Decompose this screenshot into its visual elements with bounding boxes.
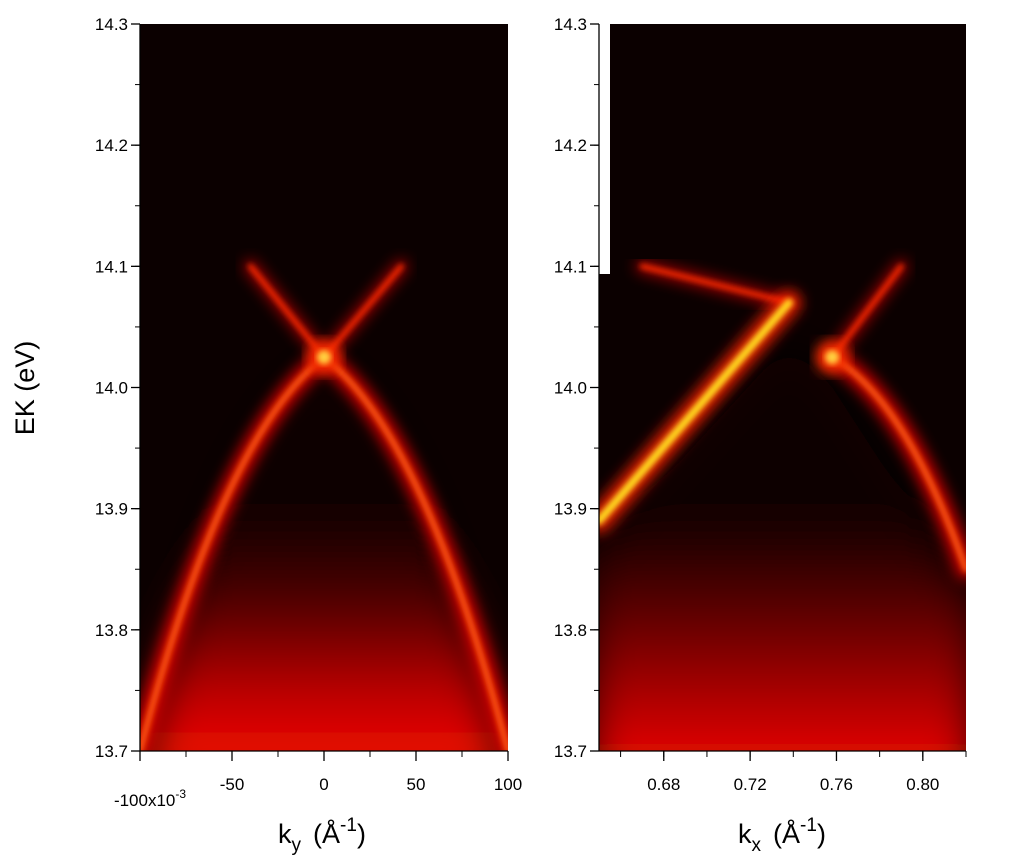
left-x-axis-title-sup: -1 — [340, 815, 357, 836]
left-x-axis: -100x10-3 -50 0 50 100 — [114, 750, 522, 810]
right-x-tick-label-3: 0.80 — [906, 775, 939, 794]
right-upper-cone-branch-0 — [829, 263, 904, 360]
right-y-tick-label-6: 14.3 — [554, 15, 587, 34]
left-y-tick-label-3: 14.0 — [95, 379, 128, 398]
left-x-axis-title-k: k — [278, 819, 292, 849]
left-y-tick-label-0: 13.7 — [95, 742, 128, 761]
right-heatmap — [599, 24, 966, 751]
right-upper-cone-branch-1 — [639, 263, 792, 306]
left-x-axis-title-sub: y — [292, 835, 302, 856]
left-x-tick-label-0: -100x10-3 — [114, 787, 186, 810]
right-x-axis: 0.68 0.72 0.76 0.80 — [599, 750, 967, 794]
left-x-tick-label-1: -50 — [220, 775, 245, 794]
right-dirac-point-0 — [825, 350, 840, 365]
left-lower-band-0 — [140, 354, 327, 751]
left-y-axis: 13.7 13.8 13.9 14.0 14.1 14.2 14.3 — [95, 15, 141, 761]
right-x-axis-title: kx (Å-1) — [738, 815, 826, 856]
left-band-interior — [144, 363, 504, 751]
right-lower-band-0 — [829, 354, 966, 573]
left-dispersion-lines — [140, 259, 508, 751]
left-y-tick-label-1: 13.8 — [95, 621, 128, 640]
right-band-interior — [599, 342, 966, 751]
right-dispersion-lines — [599, 259, 966, 580]
left-x-tick-exponent: -3 — [175, 787, 186, 801]
left-heatmap — [140, 24, 508, 751]
left-x-tick-label-4: 100 — [494, 775, 522, 794]
right-y-tick-label-0: 13.7 — [554, 742, 587, 761]
left-x-tick-label-3: 50 — [407, 775, 426, 794]
left-dirac-point-0 — [317, 350, 331, 365]
right-x-axis-title-unit: (Å — [773, 818, 800, 849]
left-y-tick-label-2: 13.9 — [95, 500, 128, 519]
right-x-tick-label-2: 0.76 — [820, 775, 853, 794]
left-x-axis-title-unit: (Å — [313, 818, 340, 849]
right-bright-branch-0 — [599, 298, 793, 525]
left-lower-band-1 — [321, 354, 508, 751]
right-x-tick-label-1: 0.72 — [734, 775, 767, 794]
right-y-tick-label-5: 14.2 — [554, 136, 587, 155]
right-x-axis-title-k: k — [738, 819, 752, 849]
right-x-axis-title-close: ) — [817, 819, 826, 849]
left-x-axis-title: ky (Å-1) — [278, 815, 366, 856]
y-axis-title: EK (eV) — [10, 341, 40, 436]
left-upper-cone-branch-1 — [321, 263, 404, 360]
left-y-tick-label-4: 14.1 — [95, 257, 128, 276]
left-y-tick-label-5: 14.2 — [95, 136, 128, 155]
left-x-tick-label-2: 0 — [319, 775, 328, 794]
right-y-tick-label-2: 13.9 — [554, 500, 587, 519]
right-y-tick-label-4: 14.1 — [554, 257, 587, 276]
right-x-axis-title-sup: -1 — [800, 815, 817, 836]
right-heatmap-edge-mask — [599, 24, 610, 274]
left-x-axis-title-close: ) — [357, 819, 366, 849]
right-y-tick-label-3: 14.0 — [554, 379, 587, 398]
left-y-tick-label-6: 14.3 — [95, 15, 128, 34]
left-upper-cone-branch-0 — [247, 263, 327, 360]
right-y-axis: 13.7 13.8 13.9 14.0 14.1 14.2 14.3 — [554, 15, 600, 761]
left-panel: 13.7 13.8 13.9 14.0 14.1 14.2 14.3 -100x10-3 -5… — [95, 15, 522, 810]
right-panel: 13.7 13.8 13.9 14.0 14.1 14.2 14.3 0.68 0.72 0.7… — [554, 15, 967, 794]
right-x-tick-label-0: 0.68 — [647, 775, 680, 794]
right-x-axis-title-sub: x — [752, 835, 762, 856]
right-y-tick-label-1: 13.8 — [554, 621, 587, 640]
